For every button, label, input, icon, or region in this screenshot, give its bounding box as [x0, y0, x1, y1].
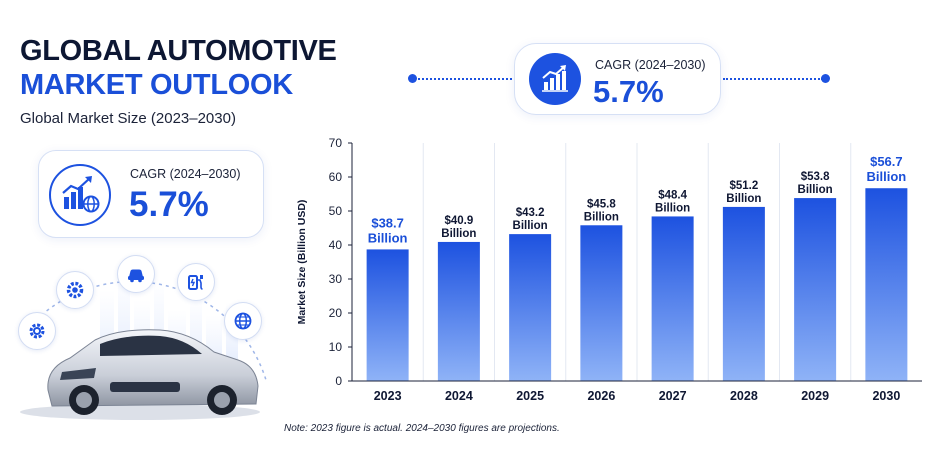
- data-label-unit: Billion: [867, 169, 907, 184]
- ev-charger-icon: [177, 263, 215, 301]
- y-tick-label: 50: [329, 204, 343, 218]
- data-label-unit: Billion: [584, 211, 619, 223]
- cagr-card-left: CAGR (2024–2030) 5.7%: [38, 150, 264, 238]
- chart-bars: [366, 188, 908, 381]
- chart-axes: 0 10 20 30 40 50 60 70: [329, 136, 922, 388]
- x-tick-label: 2030: [872, 389, 900, 403]
- bar-2024: [437, 241, 480, 381]
- x-tick-label: 2028: [730, 389, 758, 403]
- y-tick-label: 70: [329, 136, 343, 150]
- bar-2025: [509, 234, 552, 381]
- data-label-value: $38.7: [371, 215, 404, 230]
- bar-2023: [366, 249, 409, 381]
- data-label-value: $56.7: [870, 154, 903, 169]
- globe-icon: [224, 302, 262, 340]
- data-label-unit: Billion: [441, 228, 476, 240]
- car-icon: [117, 255, 155, 293]
- data-label-value: $51.2: [729, 180, 758, 192]
- settings-gear-icon: [56, 271, 94, 309]
- y-tick-label: 30: [329, 272, 343, 286]
- y-tick-label: 40: [329, 238, 343, 252]
- bar-2026: [580, 225, 623, 381]
- footnote: Note: 2023 figure is actual. 2024–2030 f…: [284, 423, 560, 434]
- car-illustration: [20, 270, 267, 420]
- cagr-top-label: CAGR (2024–2030): [595, 58, 706, 72]
- cagr-card-top: CAGR (2024–2030) 5.7%: [514, 43, 721, 115]
- data-label-value: $45.8: [587, 198, 616, 210]
- x-tick-label: 2025: [516, 389, 544, 403]
- cagr-left-value: 5.7%: [129, 185, 209, 224]
- y-tick-label: 10: [329, 340, 343, 354]
- cagr-left-label: CAGR (2024–2030): [130, 167, 241, 181]
- dotted-connector-right: [723, 78, 823, 80]
- y-tick-label: 60: [329, 170, 343, 184]
- bar-2028: [722, 206, 765, 381]
- car-body: [20, 329, 260, 420]
- x-tick-label: 2023: [374, 389, 402, 403]
- subtitle: Global Market Size (2023–2030): [20, 110, 236, 127]
- dotted-connector-left: [414, 78, 512, 80]
- y-axis-label: Market Size (Billion USD): [296, 200, 308, 325]
- bar-2027: [651, 216, 694, 381]
- connector-dot-left: [408, 74, 417, 83]
- title-line-1: GLOBAL AUTOMOTIVE: [20, 35, 337, 67]
- growth-chart-icon: [529, 53, 581, 105]
- chart-gridlines: [422, 143, 852, 381]
- data-label-value: $53.8: [801, 171, 830, 183]
- data-label-value: $43.2: [516, 207, 545, 219]
- x-tick-label: 2026: [587, 389, 615, 403]
- growth-chart-globe-icon: [49, 164, 111, 226]
- cagr-top-value: 5.7%: [593, 74, 664, 109]
- bar-2029: [794, 198, 837, 381]
- title-line-2: MARKET OUTLOOK: [20, 69, 293, 101]
- x-tick-label: 2029: [801, 389, 829, 403]
- chart-labels: 2023$38.7Billion2024$40.9Billion2025$43.…: [368, 154, 907, 403]
- data-label-unit: Billion: [513, 220, 548, 232]
- x-tick-label: 2027: [659, 389, 687, 403]
- data-label-unit: Billion: [368, 230, 408, 245]
- data-label-value: $48.4: [658, 189, 687, 201]
- y-tick-label: 0: [335, 374, 342, 388]
- y-tick-label: 20: [329, 306, 343, 320]
- gear-icon: [18, 312, 56, 350]
- x-tick-label: 2024: [445, 389, 473, 403]
- data-label-unit: Billion: [726, 193, 761, 205]
- data-label-value: $40.9: [444, 215, 473, 227]
- data-label-unit: Billion: [655, 202, 690, 214]
- data-label-unit: Billion: [798, 184, 833, 196]
- page-title: GLOBAL AUTOMOTIVE MARKET OUTLOOK: [20, 34, 337, 102]
- bar-2030: [865, 188, 908, 381]
- connector-dot-right: [821, 74, 830, 83]
